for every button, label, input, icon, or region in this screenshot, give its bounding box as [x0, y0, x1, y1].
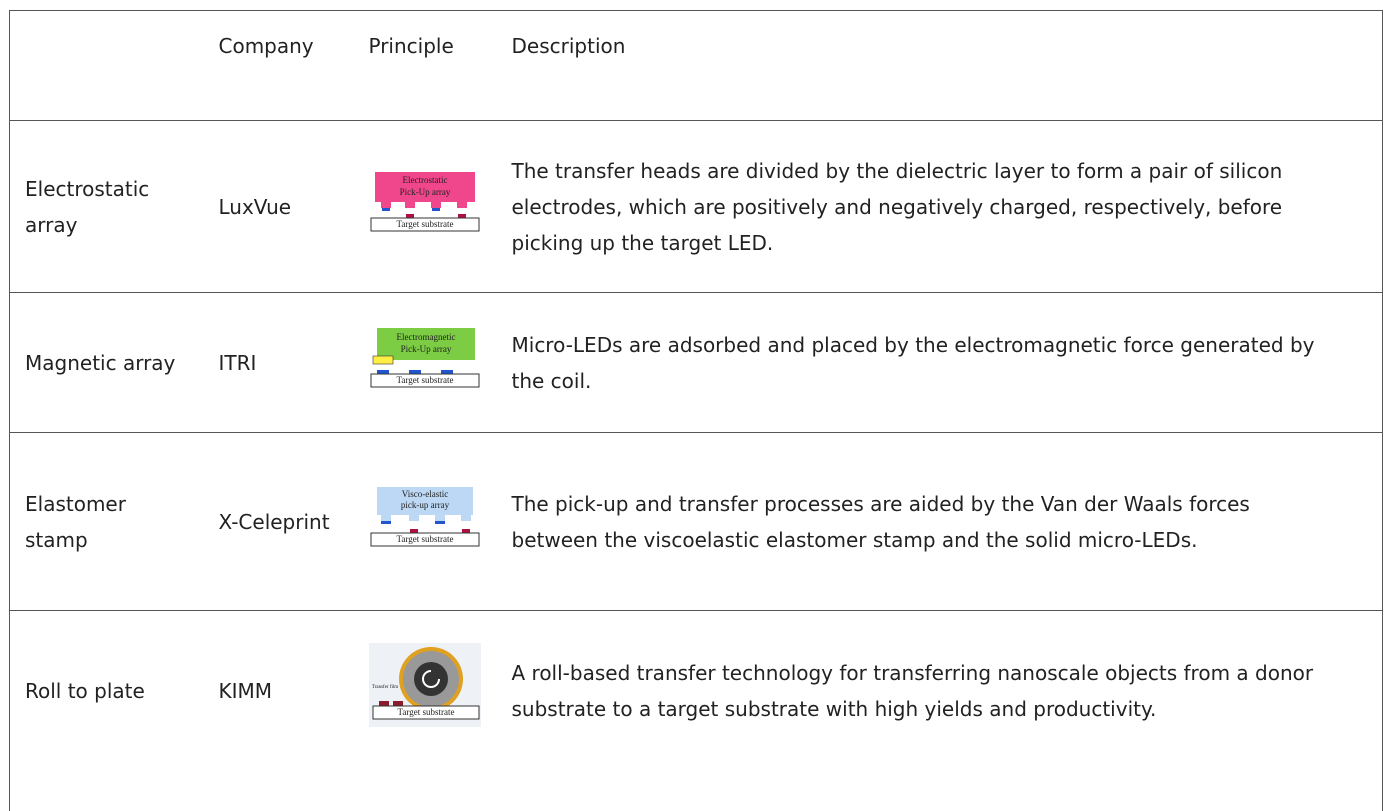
company: X-Celeprint	[205, 432, 359, 611]
diagram-label: Target substrate	[396, 375, 453, 385]
method: Roll to plate	[9, 610, 206, 811]
company: ITRI	[205, 292, 359, 433]
description: The pick-up and transfer processes are a…	[500, 432, 1383, 611]
diagram-label: Pick-Up array	[399, 187, 450, 197]
header-cell: Description	[500, 10, 1383, 121]
row: Electrostatic array LuxVue Electrostatic…	[9, 120, 1383, 293]
method: Magnetic array	[9, 292, 206, 433]
diagram-label: Target substrate	[396, 219, 453, 229]
principle: Visco-elastic pick-up array Target subst…	[358, 432, 501, 611]
principle: Transfer film Target substrate	[358, 610, 501, 811]
row: Magnetic array ITRI Electromagnetic Pick…	[9, 292, 1383, 433]
row: Roll to plate KIMM Transfer film Target …	[9, 610, 1383, 811]
header-cell	[9, 10, 206, 121]
method: Elastomer stamp	[9, 432, 206, 611]
description: The transfer heads are divided by the di…	[500, 120, 1383, 293]
transfer-table: Company Principle Description Electrosta…	[9, 10, 1383, 811]
principle-diagram: Visco-elastic pick-up array Target subst…	[370, 487, 479, 547]
principle: Electromagnetic Pick-Up array Target sub…	[358, 292, 501, 433]
company: KIMM	[205, 610, 359, 811]
principle-diagram: Transfer film Target substrate	[368, 643, 481, 728]
row: Elastomer stamp X-Celeprint Visco-elasti…	[9, 432, 1383, 611]
diagram-label: Transfer film	[371, 685, 397, 690]
principle-diagram: Electromagnetic Pick-Up array Target sub…	[370, 328, 479, 388]
diagram-label: pick-up array	[400, 500, 449, 510]
principle: Electrostatic Pick-Up array Target subst…	[358, 120, 501, 293]
diagram-label: Visco-elastic	[401, 489, 447, 499]
description: Micro-LEDs are adsorbed and placed by th…	[500, 292, 1383, 433]
diagram-label: Pick-Up array	[400, 344, 451, 354]
principle-diagram: Electrostatic Pick-Up array Target subst…	[370, 172, 479, 232]
diagram-label: Target substrate	[397, 707, 454, 717]
diagram-label: Electromagnetic	[396, 332, 455, 342]
header-cell: Principle	[358, 10, 501, 121]
header-row: Company Principle Description	[9, 10, 1383, 121]
method: Electrostatic array	[9, 120, 206, 293]
diagram-label: Target substrate	[396, 534, 453, 544]
header-cell: Company	[205, 10, 359, 121]
company: LuxVue	[205, 120, 359, 293]
description: A roll-based transfer technology for tra…	[500, 610, 1383, 811]
diagram-label: Electrostatic	[402, 175, 447, 185]
